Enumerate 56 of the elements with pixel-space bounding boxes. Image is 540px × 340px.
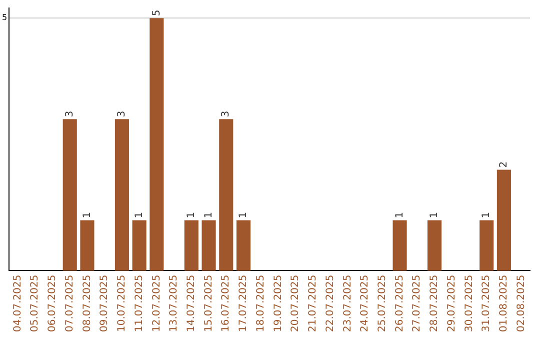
x-tick-label: 07.07.2025 [64, 274, 76, 332]
bar [184, 220, 198, 271]
data-label: 3 [116, 110, 128, 118]
x-tick-label: 09.07.2025 [99, 274, 110, 332]
data-label: 1 [238, 212, 250, 218]
data-label: 1 [481, 212, 492, 218]
bar [219, 119, 234, 271]
bar [62, 119, 77, 271]
x-tick-label: 19.07.2025 [272, 274, 284, 332]
x-tick-label: 14.07.2025 [186, 274, 197, 332]
bar [480, 220, 494, 271]
bar [202, 220, 216, 271]
x-tick-label: 20.07.2025 [290, 274, 302, 332]
x-tick-label: 28.07.2025 [429, 274, 440, 332]
data-label: 1 [394, 212, 406, 218]
x-tick-label: 10.07.2025 [116, 274, 128, 332]
x-tick-label: 25.07.2025 [377, 274, 388, 332]
x-tick-label: 16.07.2025 [220, 274, 232, 332]
data-label: 2 [498, 161, 510, 168]
x-tick-label: 29.07.2025 [446, 274, 458, 332]
data-label: 1 [82, 212, 93, 218]
x-tick-label: 08.07.2025 [82, 274, 93, 332]
x-tick-label: 12.07.2025 [151, 274, 162, 332]
x-tick-label: 26.07.2025 [394, 274, 406, 332]
x-tick-label: 01.08.2025 [498, 274, 510, 332]
bar [80, 220, 94, 271]
x-tick-label: 15.07.2025 [203, 274, 214, 332]
bar [392, 220, 407, 271]
data-label: 1 [429, 212, 440, 218]
x-tick-label: 31.07.2025 [481, 274, 492, 332]
x-tick-label: 05.07.2025 [30, 274, 41, 332]
x-tick-label: 23.07.2025 [342, 274, 354, 332]
x-tick-label: 11.07.2025 [134, 274, 145, 332]
bar [132, 220, 146, 271]
x-tick-label: 27.07.2025 [412, 274, 423, 332]
x-tick-label: 22.07.2025 [324, 274, 336, 332]
bar [236, 220, 251, 271]
data-label: 1 [186, 212, 197, 218]
bar [150, 18, 164, 271]
data-label: 3 [64, 110, 76, 118]
bar [114, 119, 129, 271]
x-tick-label: 06.07.2025 [47, 274, 58, 332]
x-tick-label: 30.07.2025 [464, 274, 475, 332]
x-tick-label: 17.07.2025 [238, 274, 250, 332]
x-tick-label: 24.07.2025 [360, 274, 371, 332]
data-label: 1 [203, 212, 214, 218]
bar [496, 170, 511, 271]
x-tick-label: 04.07.2025 [12, 274, 24, 332]
x-tick-label: 21.07.2025 [308, 274, 319, 332]
x-tick-label: 02.08.2025 [516, 274, 527, 332]
x-tick-label: 18.07.2025 [255, 274, 266, 332]
x-tick-label: 13.07.2025 [168, 274, 180, 332]
bar [427, 220, 442, 271]
data-label: 1 [134, 212, 145, 218]
data-label: 5 [151, 10, 162, 16]
data-label: 3 [220, 110, 232, 118]
